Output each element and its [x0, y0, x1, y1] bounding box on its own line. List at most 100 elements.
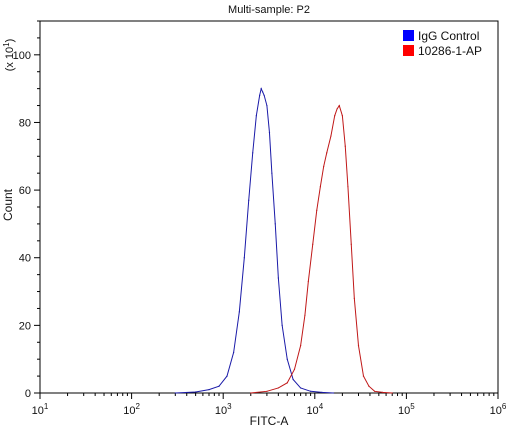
series-point	[344, 145, 346, 147]
chart-title: Multi-sample: P2	[228, 4, 310, 16]
series-point	[226, 375, 228, 377]
series-point	[286, 382, 288, 384]
y-tick-label: 0	[25, 388, 31, 400]
series-point	[260, 88, 262, 90]
x-tick-exp: 3	[227, 402, 232, 411]
series-2	[250, 104, 393, 394]
svg-text:(x 101): (x 101)	[2, 39, 16, 72]
x-tick-label: 106	[490, 402, 507, 417]
series-point	[277, 387, 279, 389]
x-tick-base: 10	[32, 405, 44, 417]
series-point	[281, 324, 283, 326]
x-tick-label: 104	[306, 402, 323, 417]
legend-label: 10286-1-AP	[418, 44, 482, 58]
y-multiplier-text: (x 10	[4, 47, 16, 71]
y-axis-title: Count	[1, 188, 15, 221]
legend-item: IgG Control	[403, 29, 479, 43]
series-point	[233, 351, 235, 354]
series-point	[255, 115, 257, 117]
series-line	[250, 104, 393, 394]
series-point	[243, 257, 245, 259]
series-point	[259, 94, 261, 96]
x-tick-label: 105	[398, 402, 415, 417]
series-point	[277, 277, 279, 279]
x-tick-label: 103	[215, 402, 232, 417]
y-tick-label: 60	[19, 185, 31, 197]
x-tick-base: 10	[398, 405, 410, 417]
series-layer	[174, 87, 393, 394]
y-multiplier-exp: 1	[2, 42, 11, 47]
x-tick-label: 102	[123, 402, 140, 417]
y-axis-multiplier: (x 101)	[2, 39, 16, 72]
series-point	[271, 172, 273, 174]
x-tick-base: 10	[215, 405, 227, 417]
series-point	[316, 209, 318, 211]
series-point	[174, 392, 176, 394]
series-point	[268, 132, 271, 134]
y-tick-label: 100	[13, 50, 31, 62]
series-point	[332, 392, 335, 394]
series-point	[286, 358, 288, 360]
series-point	[330, 135, 332, 137]
series-point	[304, 314, 306, 316]
series-point	[319, 186, 321, 188]
series-point	[208, 389, 210, 391]
series-point	[300, 345, 302, 347]
series-point	[266, 104, 268, 107]
x-tick-base: 10	[306, 405, 318, 417]
plot-area	[39, 20, 499, 394]
series-point	[374, 390, 376, 392]
legend-label: IgG Control	[418, 29, 479, 43]
x-axis-label: FITC-A	[250, 414, 289, 428]
series-point	[310, 390, 312, 392]
legend-item: 10286-1-AP	[403, 44, 482, 58]
series-point	[357, 345, 360, 347]
series-point	[292, 378, 294, 381]
legend-swatch	[403, 45, 414, 56]
x-tick-exp: 6	[502, 402, 507, 411]
series-line	[175, 87, 334, 394]
series-point	[326, 152, 328, 154]
series-point	[307, 280, 309, 282]
series-point	[368, 385, 370, 387]
series-point	[382, 391, 384, 393]
y-multiplier-close: )	[4, 39, 16, 43]
series-point	[341, 115, 343, 117]
series-point	[300, 387, 302, 389]
series-point	[353, 297, 355, 299]
y-tick-label: 40	[19, 253, 31, 265]
series-point	[238, 311, 240, 313]
x-tick-exp: 1	[44, 402, 49, 411]
x-tick-base: 10	[123, 405, 135, 417]
series-point	[274, 223, 276, 225]
x-tick-label: 101	[32, 402, 49, 417]
series-point	[323, 165, 325, 168]
x-tick-exp: 2	[135, 402, 140, 411]
y-axis-label: Count	[1, 188, 15, 221]
series-point	[350, 243, 352, 245]
series-point	[293, 368, 296, 370]
series-point	[250, 392, 252, 394]
y-tick-label: 20	[19, 320, 31, 332]
series-point	[266, 390, 268, 392]
y-tick-label: 80	[19, 117, 31, 129]
series-point	[338, 104, 340, 107]
x-tick-exp: 4	[319, 402, 324, 411]
series-1	[174, 87, 335, 394]
series-point	[362, 375, 365, 377]
series-point	[195, 391, 197, 393]
series-point	[334, 115, 336, 117]
series-point	[248, 199, 250, 201]
series-point	[263, 94, 265, 96]
series-point	[252, 152, 254, 154]
series-point	[262, 91, 264, 93]
x-tick-exp: 5	[410, 402, 415, 411]
series-point	[321, 391, 323, 393]
series-point	[218, 385, 220, 387]
series-point	[347, 186, 349, 188]
series-point	[312, 243, 314, 245]
legend-swatch	[403, 30, 414, 41]
